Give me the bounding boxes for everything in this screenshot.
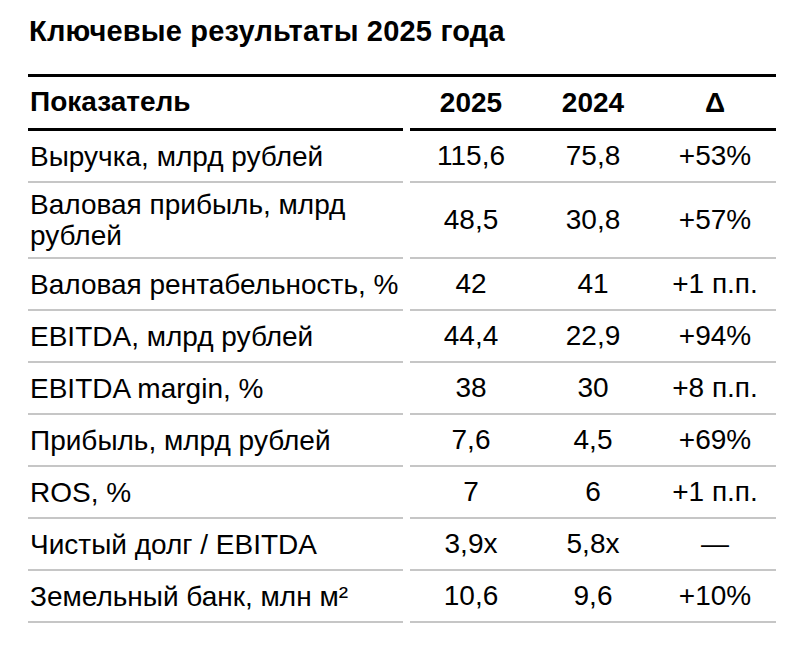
value-delta: +8 п.п. [672, 372, 758, 404]
table-row: EBITDA margin, % 38 30 +8 п.п. [28, 363, 776, 415]
table-row: Прибыль, млрд рублей 7,6 4,5 +69% [28, 415, 776, 467]
row-values: 3,9x 5,8x — [410, 519, 776, 571]
value-2025: 44,4 [444, 320, 499, 352]
value-2024: 30,8 [566, 204, 621, 236]
value-2025: 38 [455, 372, 486, 404]
value-2025: 10,6 [444, 580, 499, 612]
value-delta: +1 п.п. [672, 476, 758, 508]
value-2024: 9,6 [574, 580, 613, 612]
page-title: Ключевые результаты 2025 года [29, 14, 776, 48]
row-label: EBITDA margin, % [28, 363, 403, 415]
value-2025: 7 [463, 476, 479, 508]
row-label: Земельный банк, млн м² [28, 571, 403, 623]
value-2025: 42 [455, 268, 486, 300]
row-label: EBITDA, млрд рублей [28, 311, 403, 363]
column-header-2024: 2024 [562, 87, 624, 119]
value-delta: +69% [679, 424, 751, 456]
row-label: Валовая рентабельность, % [28, 259, 403, 311]
value-delta: +57% [679, 204, 751, 236]
column-header-metric: Показатель [28, 77, 403, 131]
row-values: 7 6 +1 п.п. [410, 467, 776, 519]
row-label: Валовая прибыль, млрд рублей [28, 183, 403, 259]
table-header-values: 2025 2024 Δ [410, 77, 776, 131]
table-row: Выручка, млрд рублей 115,6 75,8 +53% [28, 131, 776, 183]
results-table: Показатель 2025 2024 Δ Выручка, млрд руб… [28, 74, 776, 623]
value-2024: 41 [577, 268, 608, 300]
row-label: Чистый долг / EBITDA [28, 519, 403, 571]
value-2024: 22,9 [566, 320, 621, 352]
column-header-delta: Δ [705, 87, 725, 119]
value-delta: +53% [679, 140, 751, 172]
table-header-row: Показатель 2025 2024 Δ [28, 74, 776, 131]
value-2024: 75,8 [566, 140, 621, 172]
row-values: 44,4 22,9 +94% [410, 311, 776, 363]
column-header-2025: 2025 [440, 87, 502, 119]
row-values: 48,5 30,8 +57% [410, 183, 776, 259]
table-row: Чистый долг / EBITDA 3,9x 5,8x — [28, 519, 776, 571]
row-values: 115,6 75,8 +53% [410, 131, 776, 183]
table-row: Земельный банк, млн м² 10,6 9,6 +10% [28, 571, 776, 623]
table-row: Валовая рентабельность, % 42 41 +1 п.п. [28, 259, 776, 311]
row-values: 7,6 4,5 +69% [410, 415, 776, 467]
value-2025: 3,9x [445, 528, 498, 560]
value-2024: 6 [585, 476, 601, 508]
row-label: Прибыль, млрд рублей [28, 415, 403, 467]
value-delta: +94% [679, 320, 751, 352]
value-2025: 48,5 [444, 204, 499, 236]
table-row: EBITDA, млрд рублей 44,4 22,9 +94% [28, 311, 776, 363]
page: Ключевые результаты 2025 года Показатель… [0, 0, 800, 670]
table-body: Выручка, млрд рублей 115,6 75,8 +53% Вал… [28, 131, 776, 623]
value-delta: +10% [679, 580, 751, 612]
value-2025: 7,6 [452, 424, 491, 456]
table-row: ROS, % 7 6 +1 п.п. [28, 467, 776, 519]
row-values: 10,6 9,6 +10% [410, 571, 776, 623]
row-label: ROS, % [28, 467, 403, 519]
value-2024: 30 [577, 372, 608, 404]
row-values: 38 30 +8 п.п. [410, 363, 776, 415]
value-delta: — [701, 528, 729, 560]
value-2025: 115,6 [437, 140, 505, 172]
table-row: Валовая прибыль, млрд рублей 48,5 30,8 +… [28, 183, 776, 259]
value-2024: 4,5 [574, 424, 613, 456]
row-values: 42 41 +1 п.п. [410, 259, 776, 311]
value-2024: 5,8x [567, 528, 620, 560]
value-delta: +1 п.п. [672, 268, 758, 300]
row-label: Выручка, млрд рублей [28, 131, 403, 183]
